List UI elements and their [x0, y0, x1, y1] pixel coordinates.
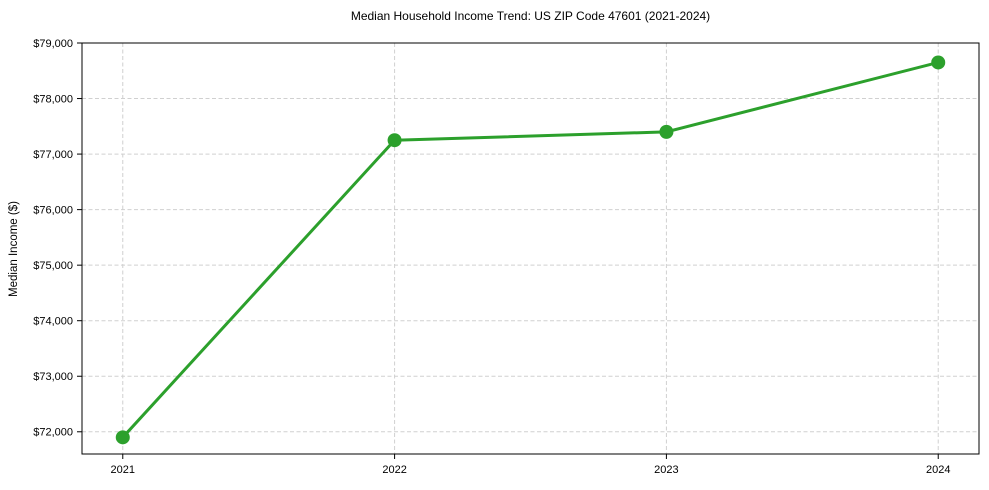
income-trend-line	[121, 60, 939, 439]
x-tick-label: 2021	[111, 464, 135, 476]
data-point-2021	[115, 430, 130, 445]
y-tick-label: $77,000	[33, 149, 73, 161]
y-tick-label: $75,000	[33, 260, 73, 272]
x-tick-label: 2024	[926, 464, 950, 476]
data-point-2024	[931, 55, 946, 70]
data-point-2023	[659, 124, 674, 139]
y-tick-label: $73,000	[33, 371, 73, 383]
y-tick-label: $76,000	[33, 204, 73, 216]
y-tick-label: $72,000	[33, 427, 73, 439]
y-tick-label: $74,000	[33, 316, 73, 328]
x-tick-label: 2023	[654, 464, 678, 476]
chart-title: Median Household Income Trend: US ZIP Co…	[350, 9, 711, 23]
y-tick-label: $78,000	[33, 93, 73, 105]
y-tick-label: $79,000	[33, 38, 73, 50]
axes-spines	[81, 42, 980, 455]
data-point-2022	[387, 133, 402, 148]
x-tick-label: 2022	[382, 464, 406, 476]
